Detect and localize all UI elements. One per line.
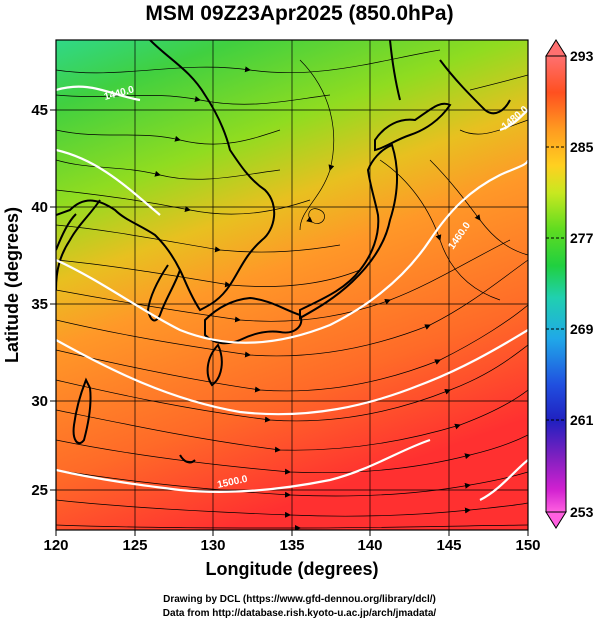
y-tick-label: 30	[31, 393, 48, 410]
wind-streamlines	[56, 49, 528, 530]
x-axis: 120 125 130 135 140 145 150	[43, 530, 541, 554]
x-tick-label: 130	[200, 537, 225, 554]
colorbar-tick-label: 269	[570, 321, 594, 337]
credit-line-data: Data from http://database.rish.kyoto-u.a…	[162, 608, 437, 619]
colorbar-tick-label: 277	[570, 230, 594, 246]
colorbar-top-arrow	[545, 39, 567, 57]
colorbar-bottom-arrow	[545, 511, 567, 529]
colorbar-body	[545, 55, 567, 513]
x-axis-label: Longitude (degrees)	[205, 559, 378, 579]
y-tick-label: 35	[31, 296, 48, 313]
credit-line-drawing: Drawing by DCL (https://www.gfd-dennou.o…	[163, 594, 436, 605]
colorbar-tick-label: 285	[570, 139, 594, 155]
colorbar-tick-label: 293	[570, 48, 594, 64]
credits: Drawing by DCL (https://www.gfd-dennou.o…	[0, 593, 599, 621]
y-tick-label: 45	[31, 102, 48, 119]
x-tick-label: 140	[357, 537, 382, 554]
x-tick-label: 120	[43, 537, 68, 554]
x-tick-label: 145	[436, 537, 461, 554]
map-title: MSM 09Z23Apr2025 (850.0hPa)	[145, 2, 454, 25]
colorbar-tick-label: 253	[570, 504, 594, 520]
colorbar-tick-label: 261	[570, 412, 594, 428]
colorbar: 293 285 277 269 261 253	[545, 39, 594, 529]
y-tick-label: 25	[31, 482, 48, 499]
x-tick-label: 125	[122, 537, 147, 554]
y-tick-label: 40	[31, 199, 48, 216]
height-contours	[56, 85, 528, 501]
x-tick-label: 135	[279, 537, 304, 554]
y-axis: 25 30 35 40 45	[31, 102, 56, 499]
x-tick-label: 150	[515, 537, 540, 554]
y-axis-label: Latitude (degrees)	[2, 207, 22, 363]
